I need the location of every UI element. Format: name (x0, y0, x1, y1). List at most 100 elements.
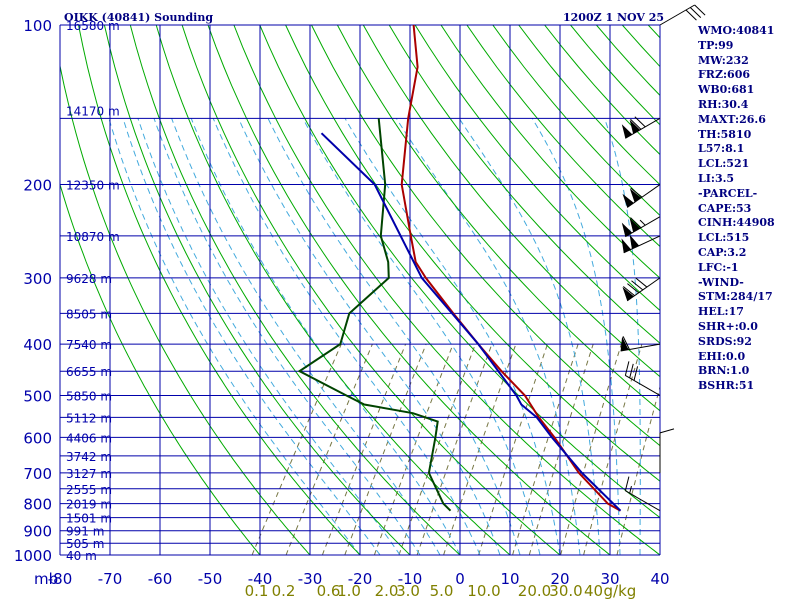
pressure-tick-label: 400 (23, 336, 52, 354)
moist-adiabat (153, 118, 421, 555)
temperature-tick-label: -20 (348, 570, 373, 588)
index-item: MW:232 (698, 53, 749, 67)
height-label: 5850 m (66, 389, 112, 403)
wind-barb-staff (620, 343, 661, 352)
temperature-tick-label: 0 (455, 570, 465, 588)
wind-barbs (620, 4, 706, 512)
index-item: TP:99 (698, 38, 734, 52)
wind-barb (624, 361, 661, 396)
pressure-axis-unit: mb (34, 570, 58, 588)
wind-barb-full (634, 116, 646, 128)
index-item: STM:284/17 (698, 290, 773, 304)
wind-barb (659, 428, 675, 473)
wind-barb-staff (625, 216, 661, 238)
moist-adiabat (395, 118, 581, 555)
height-label: 16580 m (66, 19, 120, 33)
wind-barb-half (629, 486, 632, 494)
temperature-tick-label: -80 (48, 570, 73, 588)
wind-barb-full (627, 283, 640, 294)
pressure-tick-labels: 100 200 300 400 500 600 700 800 900 1000 (14, 17, 52, 565)
wind-barb-full (624, 361, 630, 376)
moist-adiabat (171, 118, 441, 555)
index-item: LCL:515 (698, 231, 750, 245)
moist-adiabats (108, 118, 641, 555)
moist-adiabat (531, 118, 621, 555)
index-item: L57:8.1 (698, 142, 745, 156)
wind-barb-pennant (621, 222, 633, 237)
temperature-tick-label: -10 (398, 570, 423, 588)
wind-barb (622, 277, 661, 302)
moist-adiabat (108, 118, 361, 555)
height-label: 1501 m (66, 512, 112, 526)
wind-barb-pennant (621, 124, 633, 139)
moist-adiabat (190, 118, 461, 555)
wind-barb-staff (623, 235, 661, 254)
index-item: SHR+:0.0 (698, 319, 758, 333)
height-label: 991 m (66, 525, 104, 539)
height-label: 8505 m (66, 307, 112, 321)
wind-barb-staff (626, 184, 661, 208)
height-labels: 16580 m 14170 m 12350 m 10870 m 9628 m 8505 m… (66, 19, 120, 563)
pressure-tick-label: 300 (23, 270, 52, 288)
height-label: 3127 m (66, 467, 112, 481)
wind-barb-pennant (629, 234, 640, 250)
index-item: EHI:0.0 (698, 349, 746, 363)
temperature-tick-labels: -80 -70 -60 -50 -40 -30 -20 -10 0 10 20 30 40 (48, 570, 670, 588)
parcel-line (320, 132, 622, 512)
height-label: 5112 m (66, 411, 112, 425)
temperature-tick-label: -70 (98, 570, 123, 588)
pressure-tick-label: 900 (23, 523, 52, 541)
wind-barb-pennant (620, 336, 629, 352)
temperature-tick-label: -50 (198, 570, 223, 588)
index-item: BRN:1.0 (698, 364, 750, 378)
height-label: 2019 m (66, 498, 112, 512)
moist-adiabat (344, 118, 561, 555)
mixing-ratio-label: 5.0 (430, 582, 454, 600)
wind-barb-staff (625, 490, 661, 512)
index-item: LCL:521 (698, 157, 750, 171)
wind-barb (621, 216, 661, 238)
wind-barb-full (622, 286, 635, 297)
moist-adiabat (604, 118, 641, 555)
moist-adiabat (122, 118, 381, 555)
wind-barb-full (631, 280, 644, 291)
index-item: -WIND- (698, 275, 744, 289)
height-label: 4406 m (66, 431, 112, 445)
height-label: 7540 m (66, 338, 112, 352)
temperature-tick-label: 20 (550, 570, 569, 588)
temperature-tick-label: -40 (248, 570, 273, 588)
pressure-tick-label: 1000 (14, 547, 52, 565)
index-item: WB0:681 (698, 83, 755, 97)
mixing-ratio-label: 20.0 (518, 582, 551, 600)
wind-barb-staff (625, 117, 661, 139)
wind-barb-half (639, 219, 646, 226)
mixing-ratio-label: 0.2 (272, 582, 296, 600)
wind-barb-full (635, 277, 648, 288)
mixing-ratio-unit: g/kg (604, 582, 637, 600)
height-label: 14170 m (66, 105, 120, 119)
wind-barb-full (685, 9, 697, 21)
wind-barb-pennant (629, 188, 642, 203)
mixing-ratio-label: 1.0 (337, 582, 361, 600)
height-label: 10870 m (66, 230, 120, 244)
mixing-ratio-label: 0.6 (317, 582, 341, 600)
height-label: 12350 m (66, 179, 120, 193)
wind-barb-full (630, 118, 642, 130)
temperature-tick-label: -60 (148, 570, 173, 588)
index-item: -PARCEL- (698, 186, 758, 200)
wind-barb-full (633, 366, 639, 381)
dewpoint-line (297, 118, 452, 512)
wind-barb-full (629, 363, 634, 379)
wind-barb-full (694, 4, 706, 16)
pressure-tick-label: 700 (23, 465, 52, 483)
chart-title: OIKK (40841) Sounding (64, 11, 213, 24)
moist-adiabat (302, 118, 541, 555)
sounding-series (297, 25, 622, 512)
mixing-ratio-labels: 0.1 0.2 0.61.0 2.03.0 5.0 10.0 20.030.0 40 g/kg (245, 582, 637, 600)
wind-barb (659, 4, 706, 26)
index-item: HEL:17 (698, 305, 744, 319)
wind-barb-staff (625, 375, 661, 396)
height-label: 3742 m (66, 450, 112, 464)
pressure-tick-label: 800 (23, 496, 52, 514)
